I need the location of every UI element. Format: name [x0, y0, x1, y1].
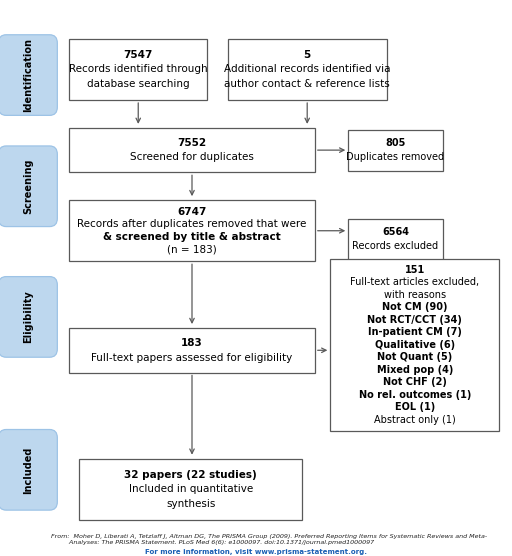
Text: No rel. outcomes (1): No rel. outcomes (1) [358, 390, 471, 400]
FancyBboxPatch shape [0, 429, 57, 510]
Text: 6564: 6564 [382, 227, 409, 237]
Text: 7552: 7552 [178, 138, 206, 148]
Text: Screened for duplicates: Screened for duplicates [130, 152, 254, 162]
FancyBboxPatch shape [0, 34, 57, 116]
Text: Records identified through: Records identified through [69, 64, 207, 75]
Text: 805: 805 [386, 138, 406, 148]
Text: Abstract only (1): Abstract only (1) [374, 415, 456, 425]
Text: Identification: Identification [23, 38, 33, 112]
FancyBboxPatch shape [348, 130, 443, 171]
Text: Additional records identified via: Additional records identified via [224, 64, 391, 75]
Text: 5: 5 [304, 50, 311, 60]
Text: Screening: Screening [23, 158, 33, 214]
Text: with reasons: with reasons [383, 290, 446, 300]
Text: 183: 183 [181, 338, 203, 348]
Text: In-patient CM (7): In-patient CM (7) [368, 327, 462, 337]
Text: Records excluded: Records excluded [352, 241, 439, 251]
FancyBboxPatch shape [228, 39, 387, 100]
FancyBboxPatch shape [69, 39, 207, 100]
Text: database searching: database searching [87, 79, 189, 89]
FancyBboxPatch shape [69, 328, 315, 373]
Text: Not CHF (2): Not CHF (2) [383, 377, 446, 387]
Text: Records after duplicates removed that were: Records after duplicates removed that we… [77, 220, 307, 230]
Text: Not Quant (5): Not Quant (5) [377, 352, 452, 362]
Text: Qualitative (6): Qualitative (6) [375, 340, 455, 350]
Text: author contact & reference lists: author contact & reference lists [224, 79, 390, 89]
FancyBboxPatch shape [330, 259, 499, 431]
Text: 151: 151 [404, 265, 425, 275]
Text: Eligibility: Eligibility [23, 291, 33, 343]
Text: Included in quantitative: Included in quantitative [129, 484, 253, 494]
Text: Full-text articles excluded,: Full-text articles excluded, [350, 277, 479, 287]
Text: 32 papers (22 studies): 32 papers (22 studies) [124, 470, 257, 480]
Text: Not RCT/CCT (34): Not RCT/CCT (34) [367, 315, 462, 325]
Text: 7547: 7547 [123, 50, 153, 60]
Text: Full-text papers assessed for eligibility: Full-text papers assessed for eligibilit… [91, 353, 293, 363]
Text: Mixed pop (4): Mixed pop (4) [376, 365, 453, 375]
FancyBboxPatch shape [79, 459, 302, 520]
FancyBboxPatch shape [69, 128, 315, 172]
Text: synthesis: synthesis [166, 499, 216, 509]
FancyBboxPatch shape [69, 200, 315, 261]
Text: Duplicates removed: Duplicates removed [347, 152, 444, 162]
Text: 6747: 6747 [177, 207, 207, 217]
FancyBboxPatch shape [348, 219, 443, 260]
Text: & screened by title & abstract: & screened by title & abstract [103, 232, 281, 242]
FancyBboxPatch shape [0, 277, 57, 358]
FancyBboxPatch shape [0, 146, 57, 227]
Text: Not CM (90): Not CM (90) [382, 302, 447, 312]
Text: For more information, visit www.prisma-statement.org.: For more information, visit www.prisma-s… [145, 549, 367, 555]
Text: EOL (1): EOL (1) [395, 402, 435, 412]
Text: Included: Included [23, 446, 33, 494]
Text: (n = 183): (n = 183) [167, 245, 217, 255]
Text: From:  Moher D, Liberati A, Tetzlaff J, Altman DG, The PRISMA Group (2009). Pref: From: Moher D, Liberati A, Tetzlaff J, A… [51, 534, 487, 544]
